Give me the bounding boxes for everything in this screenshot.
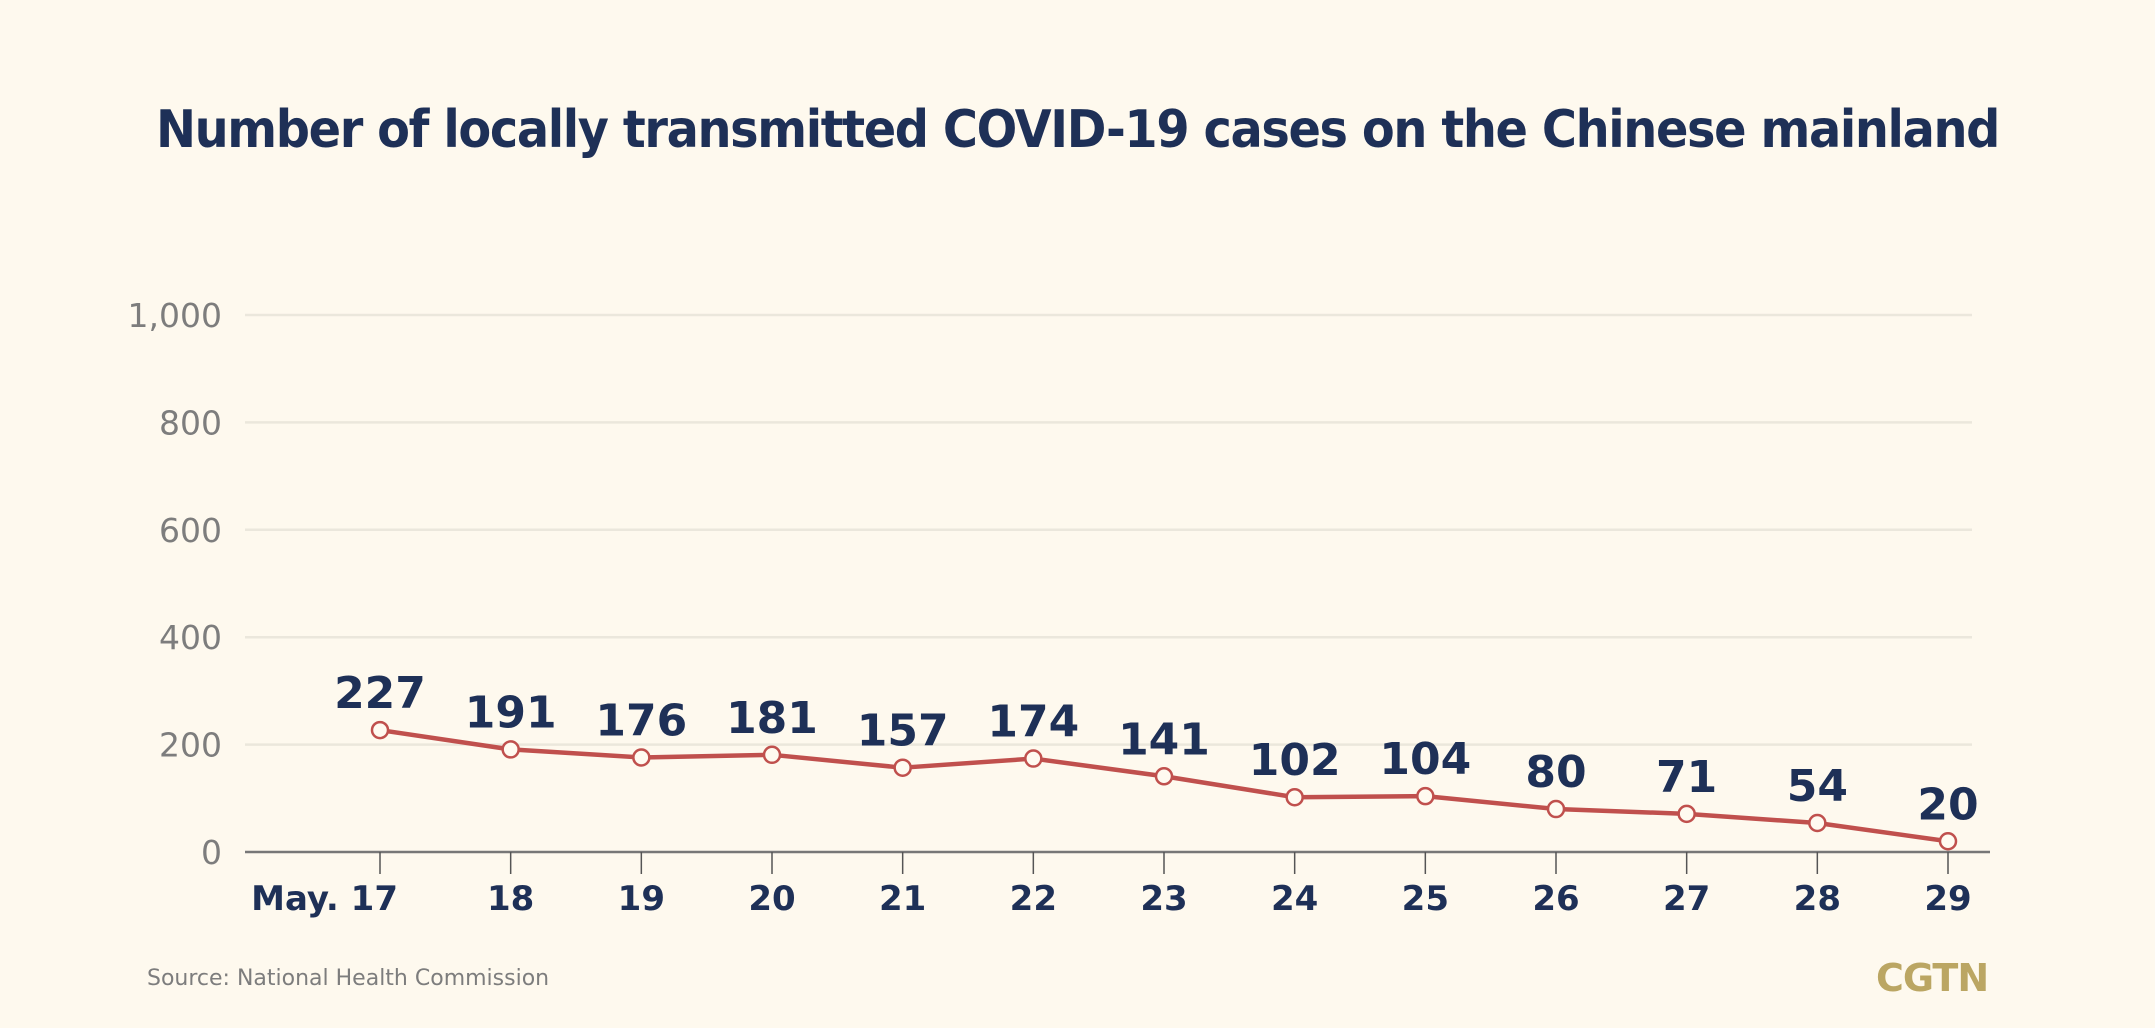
data-label: 141 [1118, 714, 1210, 765]
data-points [370, 720, 1958, 851]
x-tick-label: 22 [1010, 879, 1057, 919]
gridlines [245, 313, 1972, 746]
x-tick-label: 21 [879, 879, 926, 919]
data-point [1285, 787, 1304, 807]
data-point [1677, 804, 1696, 824]
y-tick-label: 200 [159, 726, 222, 765]
data-label: 176 [595, 695, 687, 746]
x-tick-label: 26 [1532, 879, 1579, 919]
data-label: 71 [1656, 752, 1717, 803]
data-label: 174 [987, 697, 1079, 748]
data-point [1024, 749, 1043, 768]
data-label: 157 [857, 706, 949, 757]
y-tick-label: 800 [159, 403, 222, 442]
y-tick-label: 600 [159, 511, 222, 550]
data-point [632, 748, 651, 767]
data-labels: 227 191 176 181 157 174 141 102 104 80 71 54 20 [334, 668, 1979, 830]
data-point [1154, 767, 1174, 786]
x-axis: May. 17 18 19 20 21 22 23 24 25 26 27 28 29 [245, 850, 1990, 919]
x-tick-label: 24 [1271, 879, 1318, 919]
y-tick-label: 1,000 [128, 296, 222, 335]
data-point [1416, 786, 1435, 806]
data-label: 102 [1249, 735, 1341, 786]
x-tick-label: 28 [1794, 879, 1841, 919]
source-note: Source: National Health Commission [147, 966, 550, 991]
chart-title: Number of locally transmitted COVID-19 c… [155, 100, 2000, 160]
data-label: 191 [465, 687, 557, 738]
y-tick-label: 400 [159, 618, 222, 657]
x-tick-label: 25 [1402, 879, 1449, 919]
data-point [501, 740, 520, 759]
x-tick-label: 19 [618, 879, 665, 919]
data-label: 181 [726, 693, 818, 744]
y-tick-label: 0 [201, 833, 222, 872]
y-axis: 0 200 400 600 800 1,000 [128, 296, 222, 872]
data-label: 227 [334, 668, 426, 719]
data-point [1938, 832, 1958, 851]
data-point [1546, 799, 1566, 819]
data-point [1808, 813, 1827, 833]
data-label: 54 [1787, 761, 1848, 812]
x-tick-label: 20 [748, 879, 795, 919]
cgtn-logo: CGTN [1876, 956, 1989, 1000]
x-tick-label: 29 [1924, 879, 1971, 919]
data-point [893, 758, 912, 777]
data-point [370, 720, 390, 740]
x-tick-label: 18 [487, 879, 534, 919]
x-tick-label: 23 [1140, 879, 1187, 919]
data-label: 104 [1379, 734, 1471, 785]
data-label: 20 [1917, 779, 1978, 830]
x-tick-label: 27 [1663, 879, 1710, 919]
data-label: 80 [1525, 747, 1586, 798]
data-point [762, 745, 782, 765]
x-tick-label: May. 17 [251, 879, 398, 919]
